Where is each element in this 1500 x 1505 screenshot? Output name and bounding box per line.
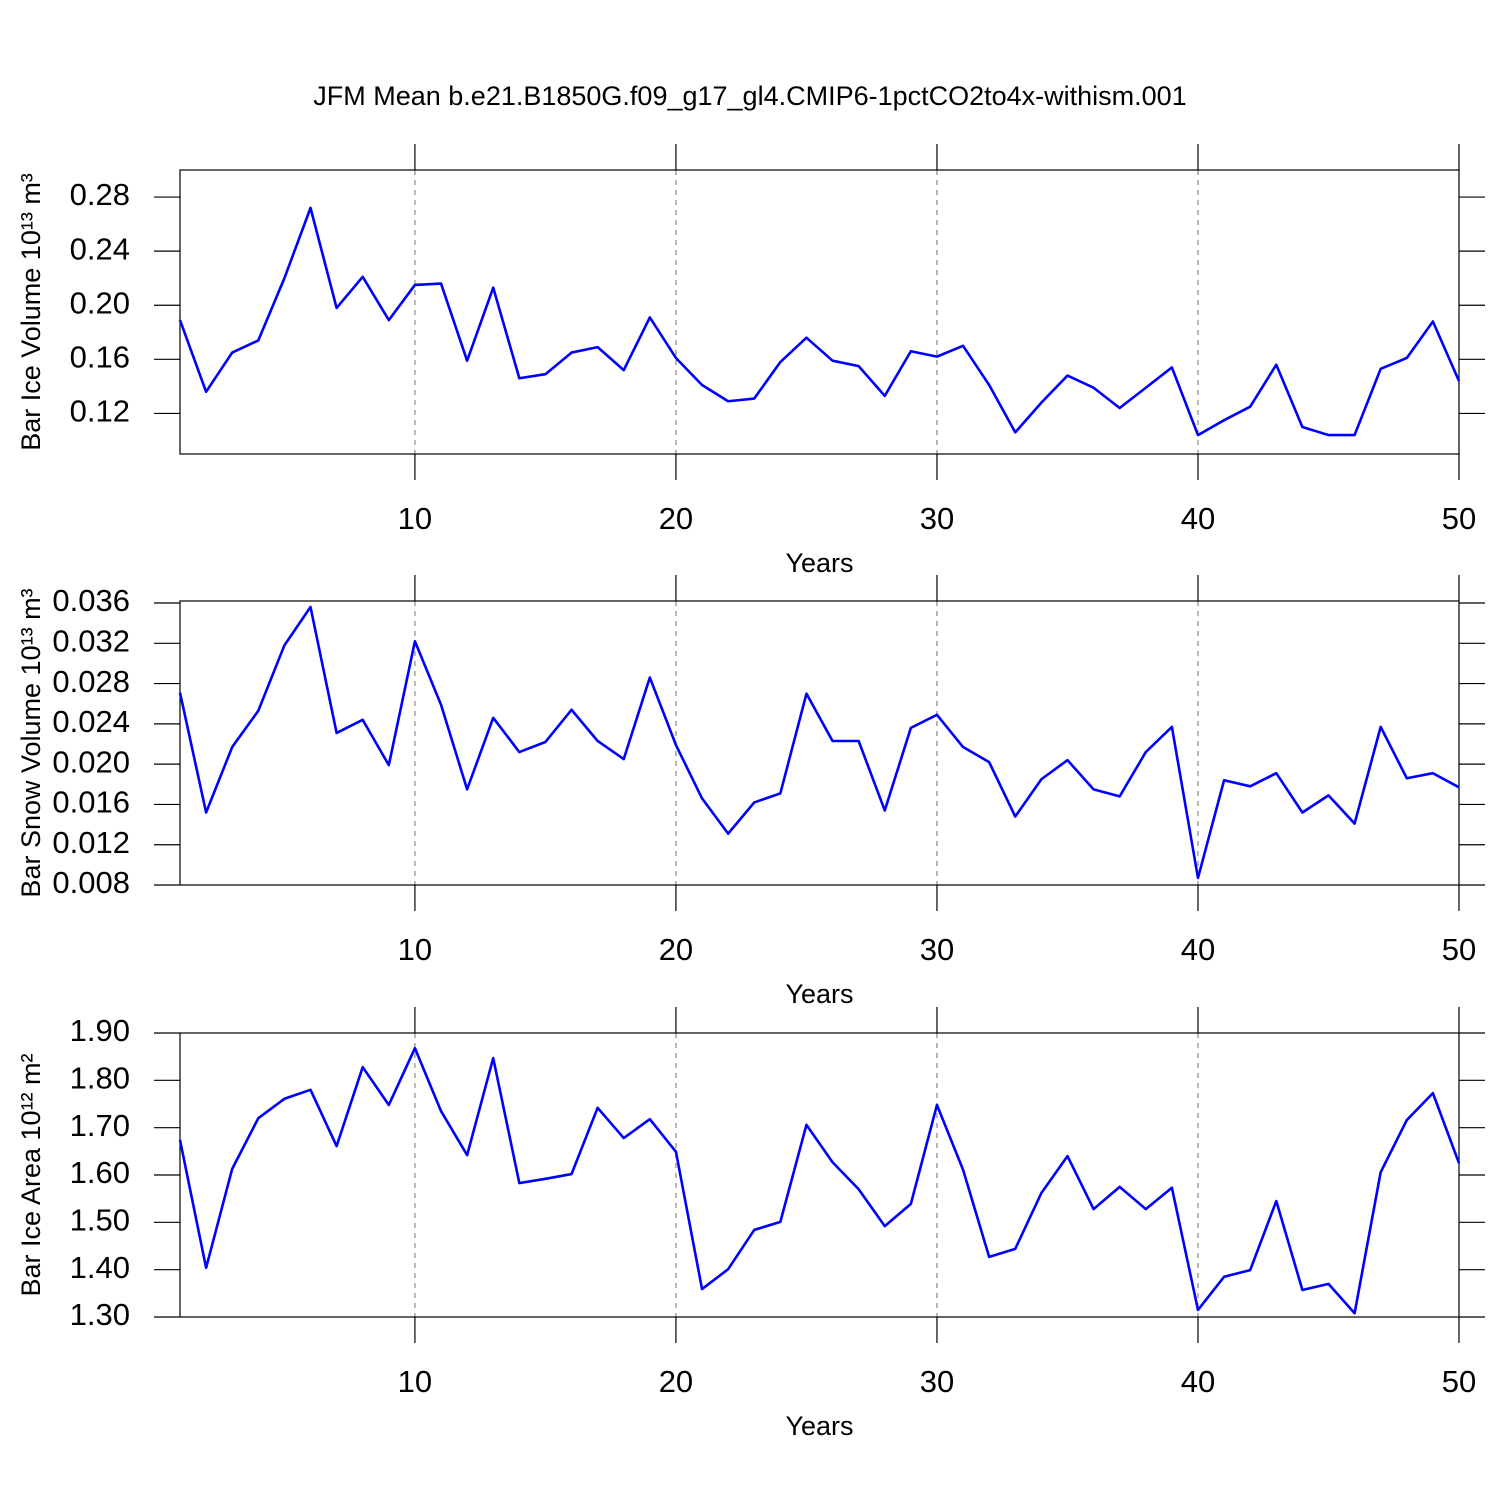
data-line — [178, 605, 1460, 880]
x-tick-label: 40 — [1181, 1364, 1215, 1399]
y-tick-label: 0.28 — [70, 177, 130, 212]
y-tick-label: 1.60 — [70, 1155, 130, 1190]
y-tick-label: 1.70 — [70, 1108, 130, 1143]
x-axis-label: Years — [785, 548, 853, 578]
figure-title: JFM Mean b.e21.B1850G.f09_g17_gl4.CMIP6-… — [313, 81, 1186, 111]
y-tick-label: 0.24 — [70, 231, 130, 266]
data-line — [178, 1046, 1461, 1315]
x-tick-label: 30 — [920, 501, 954, 536]
x-tick-label: 10 — [398, 1364, 432, 1399]
y-tick-label: 0.024 — [52, 704, 130, 739]
x-tick-label: 50 — [1442, 932, 1476, 967]
y-tick-label: 1.80 — [70, 1061, 130, 1096]
y-tick-label: 0.16 — [70, 340, 130, 375]
x-tick-label: 30 — [920, 1364, 954, 1399]
y-tick-label: 0.036 — [52, 583, 130, 618]
x-tick-label: 20 — [659, 1364, 693, 1399]
y-tick-label: 0.012 — [52, 825, 130, 860]
y-axis-label: Bar Ice Volume 10¹³ m³ — [16, 173, 46, 451]
y-tick-label: 1.40 — [70, 1250, 130, 1285]
y-tick-label: 0.12 — [70, 394, 130, 429]
x-axis-label: Years — [785, 979, 853, 1009]
plot-frame — [179, 169, 1460, 455]
y-tick-label: 1.30 — [70, 1297, 130, 1332]
y-tick-label: 0.20 — [70, 285, 130, 320]
x-tick-label: 20 — [659, 932, 693, 967]
x-axis-label: Years — [785, 1411, 853, 1441]
x-tick-label: 30 — [920, 932, 954, 967]
plot-frame — [179, 600, 1460, 886]
data-line — [178, 206, 1461, 437]
y-axis-label: Bar Snow Volume 10¹³ m³ — [16, 588, 46, 897]
plot-frame — [179, 1032, 1460, 1318]
x-tick-label: 10 — [398, 932, 432, 967]
y-tick-label: 0.008 — [52, 865, 130, 900]
x-tick-label: 50 — [1442, 501, 1476, 536]
y-tick-label: 1.50 — [70, 1203, 130, 1238]
y-tick-label: 0.028 — [52, 664, 130, 699]
y-tick-label: 0.016 — [52, 785, 130, 820]
x-tick-label: 40 — [1181, 501, 1215, 536]
x-tick-label: 10 — [398, 501, 432, 536]
x-tick-label: 20 — [659, 501, 693, 536]
x-tick-label: 50 — [1442, 1364, 1476, 1399]
y-axis-label: Bar Ice Area 10¹² m² — [16, 1053, 46, 1296]
y-tick-label: 0.020 — [52, 744, 130, 779]
y-tick-label: 0.032 — [52, 623, 130, 658]
x-tick-label: 40 — [1181, 932, 1215, 967]
y-tick-label: 1.90 — [70, 1013, 130, 1048]
